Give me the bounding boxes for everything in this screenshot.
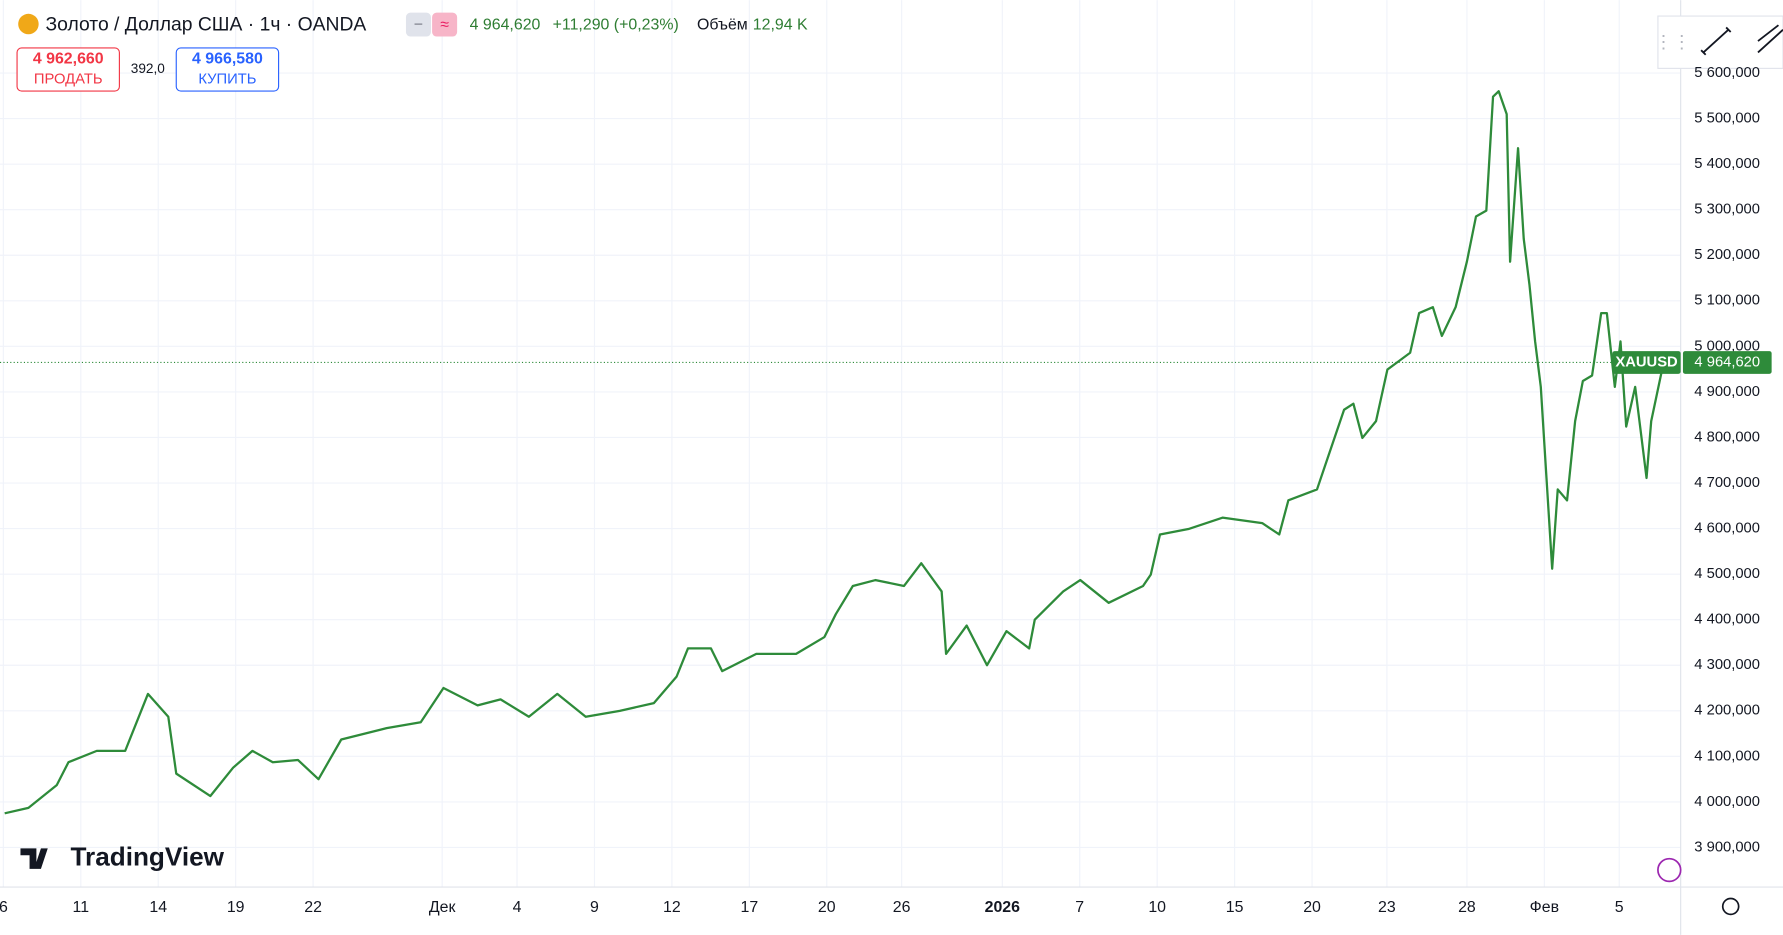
y-tick-label: 4 800,000 (1694, 429, 1760, 445)
x-tick-label: 5 (1615, 899, 1624, 916)
y-tick-label: 4 200,000 (1694, 703, 1760, 719)
spread: 392,0 (131, 61, 166, 76)
drawing-toolbar (1657, 15, 1783, 69)
last-price: 4 964,620 (470, 16, 541, 33)
y-tick-label: 4 700,000 (1694, 475, 1760, 491)
channel-tool[interactable] (1757, 24, 1783, 54)
sell-label: ПРОДАТЬ (34, 72, 103, 88)
y-tick-label: 5 300,000 (1694, 202, 1760, 218)
x-tick-label: 20 (818, 899, 836, 916)
x-tick-label: 15 (1226, 899, 1244, 916)
y-tick-label: 5 000,000 (1694, 338, 1760, 354)
buy-price: 4 966,580 (192, 50, 263, 67)
volume-label: Объём (697, 16, 748, 33)
symbol-icon (18, 13, 39, 35)
y-tick-label: 4 100,000 (1694, 748, 1760, 764)
x-tick-label: 11 (73, 899, 90, 916)
buy-label: КУПИТЬ (198, 72, 256, 88)
plot (4, 90, 1665, 815)
x-tick-label: 14 (149, 899, 167, 916)
x-tick-label: 9 (590, 899, 599, 916)
series-tag (1612, 351, 1681, 374)
badge[interactable] (432, 12, 458, 37)
x-tick-label: 10 (1148, 899, 1166, 916)
y-tick-label: 3 900,000 (1694, 839, 1760, 855)
x-tick-label: 2026 (985, 899, 1021, 916)
settings-button[interactable] (1721, 897, 1740, 916)
drag-handle[interactable]: ⋮⋮ (1655, 32, 1691, 52)
price-change: +11,290 (+0,23%) (553, 16, 679, 33)
x-tick-label: 26 (893, 899, 911, 916)
x-tick-label: 7 (1075, 899, 1084, 916)
x-tick-label: 28 (1458, 899, 1476, 916)
x-tick-label: 23 (1378, 899, 1396, 916)
y-tick-label: 4 400,000 (1694, 612, 1760, 628)
series-name: XAUUSD (1615, 354, 1678, 370)
x-tick-label: 19 (227, 899, 245, 916)
badge-icon: − (414, 16, 423, 33)
brand: TradingView (71, 842, 225, 872)
y-tick-label: 4 500,000 (1694, 566, 1760, 582)
buy-button[interactable] (175, 47, 280, 92)
price-tag (1682, 351, 1772, 374)
grid (0, 0, 1681, 888)
price-line (4, 90, 1665, 815)
x-tick-label: 17 (740, 899, 758, 916)
y-tick-label: 5 100,000 (1694, 293, 1760, 309)
sell-price: 4 962,660 (33, 50, 104, 67)
y-tick-label: 5 600,000 (1694, 65, 1760, 81)
y-tick-label: 5 200,000 (1694, 247, 1760, 263)
indicator-button[interactable] (1657, 857, 1682, 883)
y-tick-label: 5 400,000 (1694, 156, 1760, 172)
volume-value: 12,94 K (753, 16, 808, 33)
x-tick-label: Дек (429, 899, 457, 916)
x-tick-label: Фев (1530, 899, 1559, 916)
chart-title: Золото / Доллар США · 1ч · OANDA (45, 14, 366, 35)
y-tick-label: 4 900,000 (1694, 384, 1760, 400)
badge[interactable] (405, 12, 431, 37)
x-tick-label: 4 (513, 899, 522, 916)
y-tick-label: 4 600,000 (1694, 520, 1760, 536)
sell-button[interactable] (16, 47, 120, 92)
x-tick-label: 22 (304, 899, 322, 916)
x-tick-label: 6 (0, 899, 8, 916)
y-tick-label: 5 500,000 (1694, 110, 1760, 126)
y-tick-label: 4 000,000 (1694, 794, 1760, 810)
logo-mark (20, 848, 48, 869)
price-tag-label: 4 964,620 (1694, 354, 1760, 370)
x-tick-label: 20 (1303, 899, 1321, 916)
x-tick-label: 12 (663, 899, 681, 916)
y-tick-label: 4 300,000 (1694, 657, 1760, 673)
badge-icon: ≈ (440, 16, 449, 33)
trendline-tool[interactable] (1700, 26, 1732, 56)
